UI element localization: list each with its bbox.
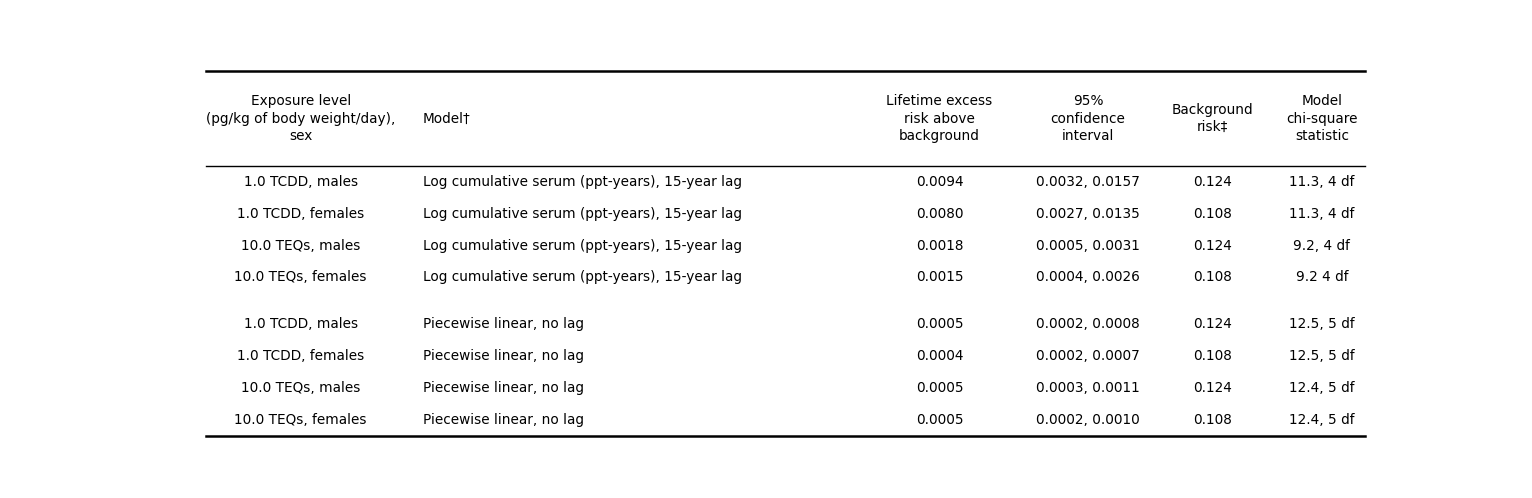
Text: 1.0 TCDD, males: 1.0 TCDD, males (244, 317, 358, 331)
Text: Model†: Model† (423, 112, 470, 125)
Text: 1.0 TCDD, females: 1.0 TCDD, females (237, 207, 365, 221)
Text: 0.124: 0.124 (1193, 381, 1232, 395)
Text: 0.0018: 0.0018 (916, 239, 964, 252)
Text: 0.108: 0.108 (1193, 349, 1232, 363)
Text: Log cumulative serum (ppt-years), 15-year lag: Log cumulative serum (ppt-years), 15-yea… (423, 239, 741, 252)
Text: 10.0 TEQs, males: 10.0 TEQs, males (241, 239, 360, 252)
Text: 1.0 TCDD, males: 1.0 TCDD, males (244, 175, 358, 189)
Text: Piecewise linear, no lag: Piecewise linear, no lag (423, 413, 584, 427)
Text: 1.0 TCDD, females: 1.0 TCDD, females (237, 349, 365, 363)
Text: 12.5, 5 df: 12.5, 5 df (1288, 317, 1354, 331)
Text: 95%
confidence
interval: 95% confidence interval (1051, 94, 1126, 143)
Text: Background
risk‡: Background risk‡ (1172, 103, 1253, 134)
Text: 0.0004: 0.0004 (916, 349, 964, 363)
Text: 11.3, 4 df: 11.3, 4 df (1288, 175, 1354, 189)
Text: 0.0005: 0.0005 (916, 317, 964, 331)
Text: 0.124: 0.124 (1193, 175, 1232, 189)
Text: 0.0005: 0.0005 (916, 381, 964, 395)
Text: Piecewise linear, no lag: Piecewise linear, no lag (423, 349, 584, 363)
Text: 0.0005, 0.0031: 0.0005, 0.0031 (1036, 239, 1140, 252)
Text: Piecewise linear, no lag: Piecewise linear, no lag (423, 317, 584, 331)
Text: 0.0004, 0.0026: 0.0004, 0.0026 (1036, 270, 1140, 284)
Text: 12.4, 5 df: 12.4, 5 df (1288, 381, 1354, 395)
Text: 0.108: 0.108 (1193, 207, 1232, 221)
Text: 10.0 TEQs, males: 10.0 TEQs, males (241, 381, 360, 395)
Text: 9.2, 4 df: 9.2, 4 df (1293, 239, 1350, 252)
Text: 0.0015: 0.0015 (916, 270, 964, 284)
Text: 0.0027, 0.0135: 0.0027, 0.0135 (1036, 207, 1140, 221)
Text: 0.0002, 0.0010: 0.0002, 0.0010 (1036, 413, 1140, 427)
Text: Exposure level
(pg/kg of body weight/day),
sex: Exposure level (pg/kg of body weight/day… (205, 94, 395, 143)
Text: 0.0094: 0.0094 (916, 175, 964, 189)
Text: 10.0 TEQs, females: 10.0 TEQs, females (234, 413, 368, 427)
Text: 0.0032, 0.0157: 0.0032, 0.0157 (1036, 175, 1140, 189)
Text: 12.4, 5 df: 12.4, 5 df (1288, 413, 1354, 427)
Text: 0.0002, 0.0007: 0.0002, 0.0007 (1036, 349, 1140, 363)
Text: Log cumulative serum (ppt-years), 15-year lag: Log cumulative serum (ppt-years), 15-yea… (423, 207, 741, 221)
Text: 0.124: 0.124 (1193, 317, 1232, 331)
Text: Piecewise linear, no lag: Piecewise linear, no lag (423, 381, 584, 395)
Text: 9.2 4 df: 9.2 4 df (1296, 270, 1348, 284)
Text: 0.0002, 0.0008: 0.0002, 0.0008 (1036, 317, 1140, 331)
Text: 0.0003, 0.0011: 0.0003, 0.0011 (1036, 381, 1140, 395)
Text: 0.108: 0.108 (1193, 413, 1232, 427)
Text: Lifetime excess
risk above
background: Lifetime excess risk above background (887, 94, 993, 143)
Text: 0.108: 0.108 (1193, 270, 1232, 284)
Text: 12.5, 5 df: 12.5, 5 df (1288, 349, 1354, 363)
Text: 0.0080: 0.0080 (916, 207, 964, 221)
Text: Log cumulative serum (ppt-years), 15-year lag: Log cumulative serum (ppt-years), 15-yea… (423, 270, 741, 284)
Text: 10.0 TEQs, females: 10.0 TEQs, females (234, 270, 368, 284)
Text: 0.0005: 0.0005 (916, 413, 964, 427)
Text: 0.124: 0.124 (1193, 239, 1232, 252)
Text: 11.3, 4 df: 11.3, 4 df (1288, 207, 1354, 221)
Text: Model
chi-square
statistic: Model chi-square statistic (1285, 94, 1357, 143)
Text: Log cumulative serum (ppt-years), 15-year lag: Log cumulative serum (ppt-years), 15-yea… (423, 175, 741, 189)
